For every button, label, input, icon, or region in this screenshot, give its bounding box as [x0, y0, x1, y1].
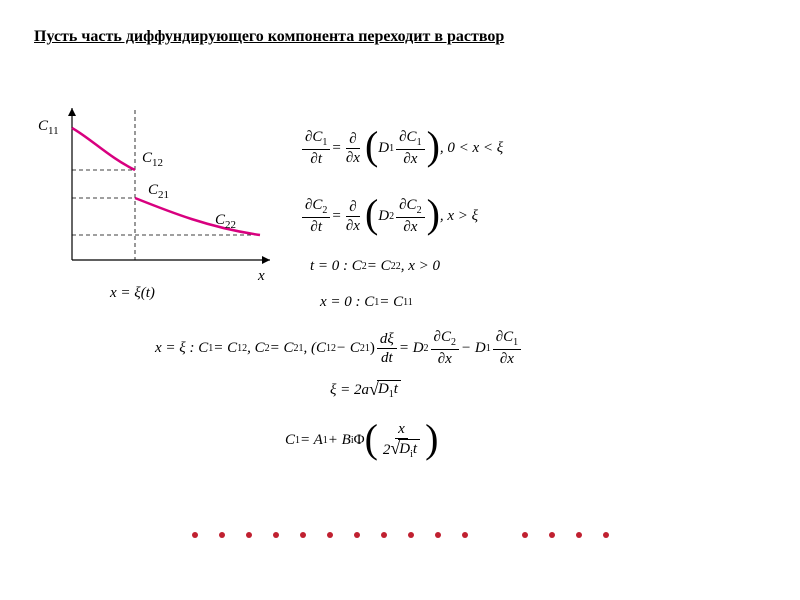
label-c21: C21 [148, 182, 169, 201]
y-axis-arrow [68, 108, 76, 116]
decorative-dots [0, 532, 800, 538]
diffusion-graph: C11 C12 C21 C22 x x = ξ(t) [40, 100, 280, 310]
equation-xi-solution: ξ = 2a √D1t [330, 380, 401, 400]
graph-svg [40, 100, 280, 310]
x-axis-arrow [262, 256, 270, 264]
equation-diffusion-2: ∂C2∂t = ∂∂x ( D2 ∂C2∂x ) , x > ξ [300, 196, 478, 236]
equation-c1-solution: C1 = A1 + Bi Φ ( x 2√Dit ) [285, 420, 438, 461]
page-title: Пусть часть диффундирующего компонента п… [34, 28, 504, 46]
equation-interface: x = ξ : C1 = C12 , C2 = C21 , (C12 − C21… [155, 328, 523, 368]
equation-diffusion-1: ∂C1∂t = ∂∂x ( D1 ∂C1∂x ) , 0 < x < ξ [300, 128, 503, 168]
curve-phase1 [72, 128, 135, 170]
x-axis-label: x [258, 268, 265, 285]
equation-bc-x0: x = 0 : C1 = C11 [320, 294, 413, 311]
label-c22: C22 [215, 212, 236, 231]
label-c12: C12 [142, 150, 163, 169]
equation-initial-cond: t = 0 : C2 = C22, x > 0 [310, 258, 440, 275]
xi-definition: x = ξ(t) [110, 285, 155, 302]
curve-phase2 [135, 198, 260, 235]
label-c11: C11 [38, 118, 59, 137]
